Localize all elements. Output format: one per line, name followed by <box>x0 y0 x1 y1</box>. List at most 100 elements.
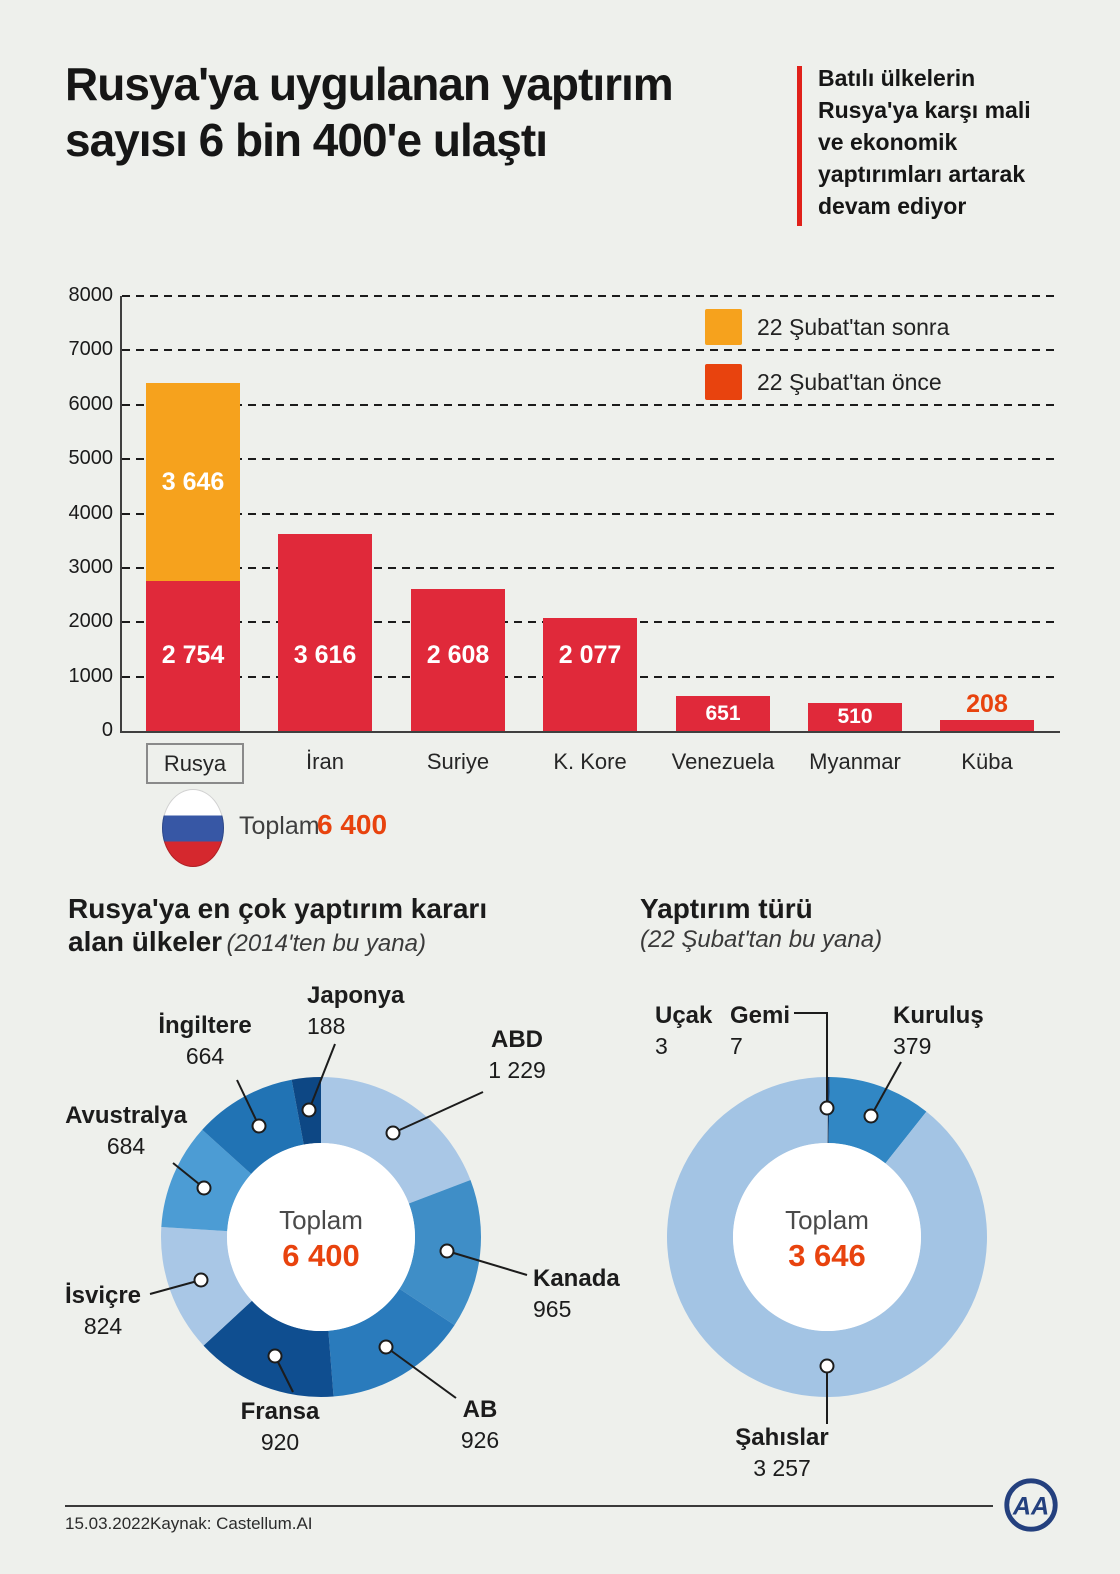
donut-countries-dot-kanada <box>439 1243 455 1259</box>
y-axis-label-6000: 6000 <box>68 392 114 415</box>
bar-k-kore-before <box>543 618 637 731</box>
donut-countries-dot-abd <box>385 1125 401 1141</box>
donut-types-title: Yaptırım türü <box>640 893 813 924</box>
russia-flag-icon <box>162 789 224 867</box>
donut-label-gemi: Gemi 7 <box>730 1000 790 1062</box>
donut-charts-area: ABD 1 229 Kanada 965 AB 926 Fransa 920 İsviçre 82… <box>0 980 1120 1540</box>
donut-label-value: 965 <box>533 1296 572 1322</box>
y-axis-label-0: 0 <box>101 719 113 741</box>
x-label-suriye: Suriye <box>426 749 490 774</box>
gridline-7000 <box>122 349 1060 352</box>
donut-countries-center-label: Toplam 6 400 <box>236 1204 406 1276</box>
bar-value-label: 3 616 <box>293 641 357 669</box>
gridline-8000 <box>122 295 1060 297</box>
donut-countries-dot-japonya <box>301 1102 317 1118</box>
footer-source: Kaynak: Castellum.AI <box>150 1514 313 1533</box>
donut-types-dot-sahislar <box>819 1358 835 1374</box>
donut-countries-title-line2: alan ülkeler <box>68 926 223 957</box>
x-label-venezuela: Venezuela <box>671 749 775 774</box>
donut-label-name: İsviçre <box>64 1282 142 1309</box>
aa-agency-logo: AA <box>1004 1478 1058 1532</box>
donut-label-value: 7 <box>730 1033 743 1059</box>
y-axis-label-1000: 1000 <box>68 664 114 687</box>
donut-label-avustralya: Avustralya 684 <box>51 1100 201 1162</box>
bar-value-label: 2 608 <box>426 641 490 669</box>
donut-label-japonya: Japonya 188 <box>307 980 404 1042</box>
donut-types-leader-gemi <box>794 1012 828 1108</box>
bar-rusya-before <box>146 581 240 731</box>
total-label: Toplam <box>239 812 320 840</box>
bar-value-label: 208 <box>966 690 1008 718</box>
donut-countries-subtitle: (2014'ten bu yana) <box>226 930 426 957</box>
donut-label-name: Kuruluş <box>893 1002 984 1029</box>
donut-types-center-label: Toplam 3 646 <box>742 1204 912 1276</box>
y-axis-label-4000: 4000 <box>68 501 114 524</box>
y-axis-label-2000: 2000 <box>68 610 114 633</box>
donut-label-value: 684 <box>106 1133 146 1159</box>
donut-countries-center-hole <box>227 1143 415 1331</box>
donut-label-sahislar: Şahıslar 3 257 <box>707 1422 857 1484</box>
donut-label-kurulus: Kuruluş 379 <box>893 1000 984 1062</box>
donut-label-fransa: Fransa 920 <box>205 1396 355 1458</box>
donut-types-dot-kurulus <box>863 1108 879 1124</box>
donut-countries-slice-abd <box>321 1077 471 1204</box>
donut-countries-dot-ab <box>378 1339 394 1355</box>
gridline-6000 <box>122 403 1060 406</box>
donut-center-total: 6 400 <box>282 1238 360 1273</box>
legend-label-22-subat-tan-sonra: 22 Şubat'tan sonra <box>757 314 950 340</box>
bar-myanmar-before <box>808 703 902 731</box>
donut-countries-slice-isvicre <box>160 1226 252 1346</box>
bar-venezuela-before <box>676 696 770 731</box>
legend-swatch-22-subat-tan-sonra <box>705 309 742 345</box>
x-axis-line <box>120 731 1060 733</box>
donut-label-name: ABD <box>491 1026 543 1053</box>
donut-label-name: Kanada <box>533 1265 620 1292</box>
donut-center-title: Toplam <box>785 1205 869 1235</box>
aa-logo-text: AA <box>1012 1493 1049 1521</box>
gridline-4000 <box>122 512 1060 515</box>
donut-label-isvicre: İsviçre 824 <box>28 1280 178 1342</box>
donut-countries-title-line1: Rusya'ya en çok yaptırım kararı <box>68 893 488 924</box>
bar-iran-before <box>278 534 372 731</box>
donut-label-value: 824 <box>83 1313 123 1339</box>
bar-value-label: 510 <box>837 705 873 728</box>
page-title: Rusya'ya uygulanan yaptırım sayısı 6 bin… <box>65 58 674 166</box>
donut-charts-svg <box>149 1012 988 1424</box>
donut-label-name: AB <box>462 1396 498 1423</box>
donut-center-total: 3 646 <box>788 1238 866 1273</box>
donut-types-slice-kurulus <box>828 1077 927 1164</box>
donut-label-value: 188 <box>307 1013 346 1039</box>
y-axis-label-7000: 7000 <box>68 338 114 361</box>
donut-label-value: 1 229 <box>488 1057 546 1083</box>
donut-label-kanada: Kanada 965 <box>533 1263 620 1325</box>
x-label-rusya: Rusya <box>146 743 244 784</box>
bar-value-label: 651 <box>705 701 741 725</box>
gridline-5000 <box>122 458 1060 461</box>
note-text: Batılı ülkelerin Rusya'ya karşı mali ve … <box>818 65 1031 219</box>
y-axis-label-5000: 5000 <box>68 447 114 470</box>
donut-countries-dot-ingiltere <box>251 1118 267 1134</box>
aa-logo-circle <box>1004 1478 1058 1532</box>
donut-label-name: Japonya <box>307 982 405 1009</box>
sanctions-bar-chart: 0 1000 2000 3000 4000 5000 6000 7000 8000 3 646 2 … <box>65 284 1070 800</box>
donut-countries-leader-ingiltere <box>236 1079 260 1127</box>
donut-countries-leader-isvicre <box>149 1279 202 1295</box>
donut-types-heading: Yaptırım türü (22 Şubat'tan bu yana) <box>640 892 882 954</box>
y-axis-label-3000: 3000 <box>68 555 114 578</box>
donut-label-abd: ABD 1 229 <box>442 1024 592 1086</box>
donut-types-leader-kurulus <box>870 1061 902 1117</box>
bar-suriye-before <box>411 589 505 731</box>
footer-date: 15.03.2022 <box>65 1514 151 1533</box>
donut-label-name: İngiltere <box>158 1012 252 1039</box>
donut-label-value: 926 <box>460 1427 500 1453</box>
donut-label-name: Uçak <box>655 1002 713 1029</box>
donut-countries-dot-avustralya <box>196 1180 212 1196</box>
donut-label-ucak: Uçak 3 <box>655 1000 712 1062</box>
donut-countries-heading: Rusya'ya en çok yaptırım kararı alan ülk… <box>68 892 487 958</box>
donut-types-slice-sahislar <box>667 1077 988 1397</box>
bar-value-label: 2 754 <box>161 641 225 669</box>
x-label-iran: İran <box>306 749 344 774</box>
donut-label-ingiltere: İngiltere 664 <box>130 1010 280 1072</box>
donut-types-subtitle: (22 Şubat'tan bu yana) <box>640 926 883 953</box>
bar-kuba-before <box>940 720 1034 731</box>
